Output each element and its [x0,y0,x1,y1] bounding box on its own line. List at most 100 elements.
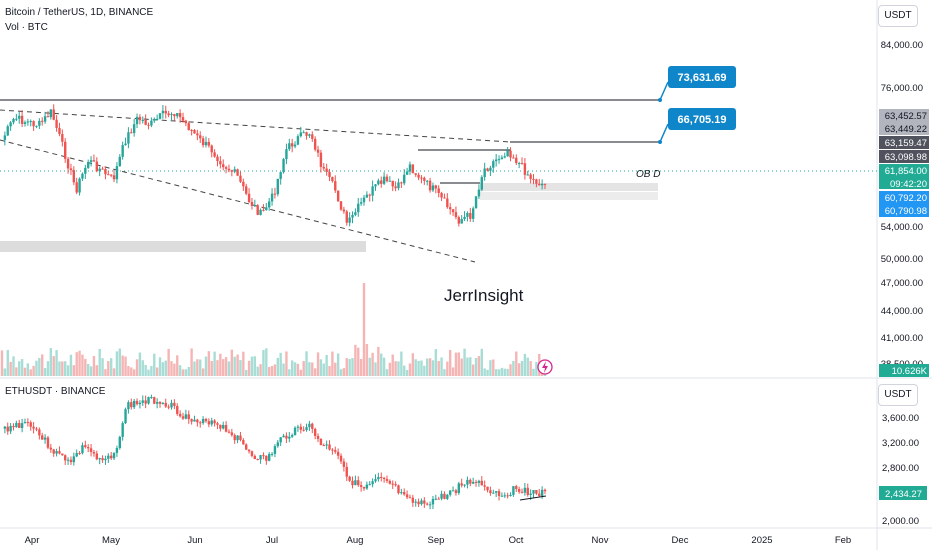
candle-body [279,437,282,443]
btc-volume-bars [0,283,547,376]
eth-currency-selector[interactable]: USDT [878,384,918,406]
candle-body [23,122,27,124]
volume-bar [49,348,53,376]
volume-bar [509,364,512,376]
candle-body [305,132,308,136]
candle-body [397,182,400,189]
candle-body [463,216,466,220]
volume-bar [371,352,374,376]
candle-body [158,113,162,119]
candle-body [41,435,44,440]
time-label: Nov [592,535,609,546]
candle-body [308,134,311,136]
candle-body [49,109,53,118]
volume-bar [290,360,294,376]
volume-bar [29,369,32,376]
volume-bar [454,352,458,376]
volume-bar [138,352,142,376]
volume-bar [463,348,466,376]
candle-body [405,171,409,175]
candle-body [308,423,311,428]
countdown-label: 09:42:20 [890,179,927,190]
volume-bar [417,360,420,376]
candle-body [313,138,317,150]
btc-pane-title[interactable]: Bitcoin / TetherUS, 1D, BINANCE [5,7,154,18]
callout-66705[interactable]: 66,705.19 [658,108,736,144]
candle-body [492,492,495,494]
candle-body [247,193,251,202]
volume-bar [247,360,251,376]
btc-currency-selector[interactable]: USDT [878,5,918,27]
candle-body [377,476,380,480]
candle-body [12,119,15,123]
volume-bar [158,357,162,376]
volume-bar [161,362,165,376]
candle-body [92,451,96,454]
volume-bar [437,361,440,376]
candle-body [216,423,219,425]
volume-bar [279,352,282,376]
candle-body [282,435,285,438]
volume-bar [403,365,406,376]
candle-body [411,497,415,503]
volume-bar [109,358,113,376]
volume-bar [26,363,30,376]
volume-bar [405,369,409,376]
time-label: May [102,535,120,546]
candle-body [538,183,541,186]
price-label: 60,792.20 [885,193,927,204]
eth-price-axis[interactable]: 3,600.00 3,200.00 2,800.00 2,000.00 [882,413,919,527]
volume-bar [66,365,70,376]
candle-body [334,181,337,191]
volume-bar [196,359,199,376]
candle-body [299,132,302,137]
candle-body [233,435,236,441]
volume-bar [101,358,104,376]
callout-66705-text: 66,705.19 [678,114,727,126]
candle-body [259,209,262,215]
volume-bar [293,362,297,376]
time-label: Jul [266,535,278,546]
candle-body [517,163,521,165]
candle-body [138,116,142,121]
callout-73631[interactable]: 73,631.69 [658,66,736,102]
volume-bar [448,349,452,376]
lightning-icon[interactable] [537,359,553,375]
candle-body [394,186,397,189]
candle-body [41,120,44,122]
volume-bar [141,360,144,376]
candle-body [365,194,369,198]
volume-bar [460,358,463,376]
volume-bar [167,348,170,376]
eth-last-price-bg [879,486,927,500]
candle-body [242,181,245,187]
time-axis[interactable]: Apr May Jun Jul Aug Sep Oct Nov Dec 2025… [25,535,852,546]
candle-body [515,486,518,490]
candle-body [15,118,18,120]
candle-body [101,458,104,461]
candle-body [400,182,403,184]
wedge-upper-trendline[interactable] [0,109,511,143]
candle-body [471,481,475,484]
price-label-bg [879,191,929,204]
candle-body [423,177,426,181]
volume-bar [267,367,271,376]
volume-bar [474,357,478,376]
candle-body [144,119,147,125]
wedge-lower-trendline[interactable] [0,139,476,263]
volume-bar [500,367,504,376]
candle-body [391,180,394,187]
candle-body [316,435,320,439]
candle-body [420,500,423,505]
eth-support-line[interactable] [519,495,547,501]
candle-body [196,133,199,136]
volume-bar [282,363,285,376]
eth-pane-title[interactable]: ETHUSDT · BINANCE [5,386,106,397]
volume-indicator-label[interactable]: Vol · BTC [5,22,48,33]
volume-bar [388,362,392,376]
candle-body [95,453,99,460]
candle-body [86,162,90,168]
candle-body [316,149,320,153]
volume-bar [256,366,259,376]
